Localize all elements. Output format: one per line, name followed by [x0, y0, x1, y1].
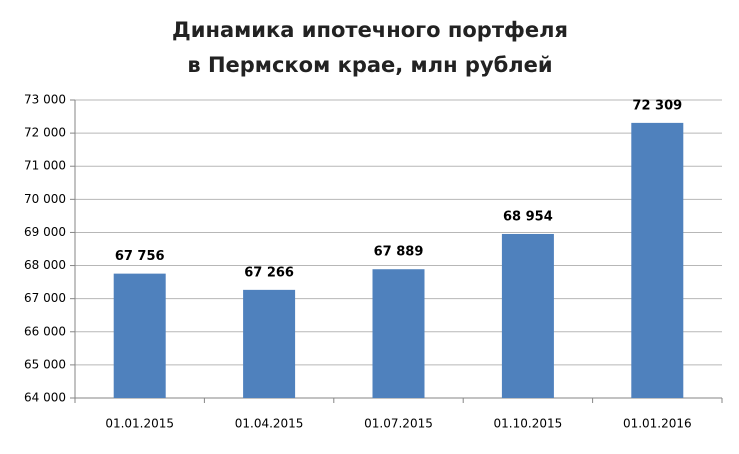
chart-title: в Пермском крае, млн рублей [187, 53, 552, 77]
y-tick-label: 66 000 [24, 324, 66, 338]
bar [631, 122, 684, 399]
value-label: 67 889 [374, 245, 424, 260]
y-tick-label: 69 000 [24, 225, 66, 239]
y-tick-label: 65 000 [24, 357, 66, 371]
y-tick-label: 73 000 [24, 93, 66, 107]
chart-title: Динамика ипотечного портфеля [172, 18, 568, 42]
y-tick-label: 68 000 [24, 258, 66, 272]
y-tick-label: 70 000 [24, 192, 66, 206]
value-label: 67 266 [244, 265, 294, 280]
x-tick-label: 01.10.2015 [494, 417, 563, 431]
bar [113, 273, 166, 398]
bar [501, 233, 554, 398]
value-label: 67 756 [115, 249, 165, 264]
value-label: 72 309 [632, 98, 682, 113]
y-tick-label: 64 000 [24, 391, 66, 405]
x-tick-label: 01.07.2015 [364, 417, 433, 431]
value-label: 68 954 [503, 209, 553, 224]
x-tick-label: 01.01.2015 [105, 417, 174, 431]
bar [372, 269, 425, 398]
bar [243, 289, 296, 398]
y-tick-label: 72 000 [24, 126, 66, 140]
y-tick-label: 71 000 [24, 159, 66, 173]
y-tick-label: 67 000 [24, 291, 66, 305]
x-tick-label: 01.04.2015 [235, 417, 304, 431]
x-tick-label: 01.01.2016 [623, 417, 692, 431]
